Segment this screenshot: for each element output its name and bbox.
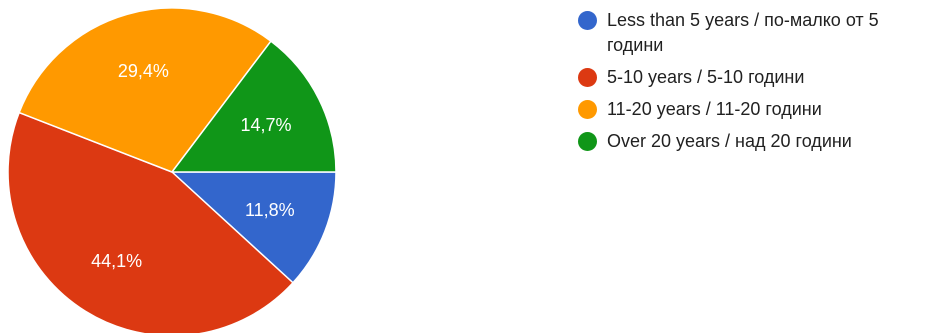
slice-label-5-10-years: 44,1% (91, 251, 142, 271)
pie-slice-over-20-years[interactable] (171, 40, 337, 173)
legend-swatch-red (578, 68, 597, 87)
legend-swatch-blue (578, 11, 597, 30)
legend-item-11-20-years[interactable]: 11-20 years / 11-20 години (578, 97, 938, 122)
legend-label: 5-10 years / 5-10 години (607, 67, 805, 87)
pie-slice-5-10-years[interactable] (7, 111, 294, 333)
legend-label: Over 20 years / над 20 години (607, 131, 852, 151)
legend-label: 11-20 years / 11-20 години (607, 99, 822, 119)
legend-swatch-green (578, 132, 597, 151)
chart-legend: Less than 5 years / по-малко от 5 години… (578, 8, 938, 161)
pie-slice-less-than-5-years[interactable] (171, 171, 337, 284)
slice-label-11-20-years: 29,4% (118, 61, 169, 81)
pie-slice-11-20-years[interactable] (18, 7, 272, 173)
slice-label-over-20-years: 14,7% (240, 115, 291, 135)
legend-label: Less than 5 years / по-малко от 5 години (607, 10, 879, 55)
slice-label-less-than-5-years: 11,8% (245, 200, 295, 220)
legend-swatch-orange (578, 100, 597, 119)
legend-item-5-10-years[interactable]: 5-10 years / 5-10 години (578, 65, 938, 90)
legend-item-less-than-5-years[interactable]: Less than 5 years / по-малко от 5 години (578, 8, 938, 58)
legend-item-over-20-years[interactable]: Over 20 years / над 20 години (578, 129, 938, 154)
